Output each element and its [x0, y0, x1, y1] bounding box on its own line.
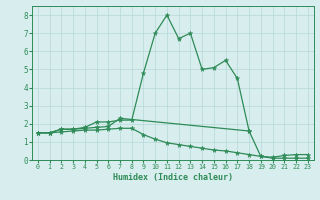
- X-axis label: Humidex (Indice chaleur): Humidex (Indice chaleur): [113, 173, 233, 182]
